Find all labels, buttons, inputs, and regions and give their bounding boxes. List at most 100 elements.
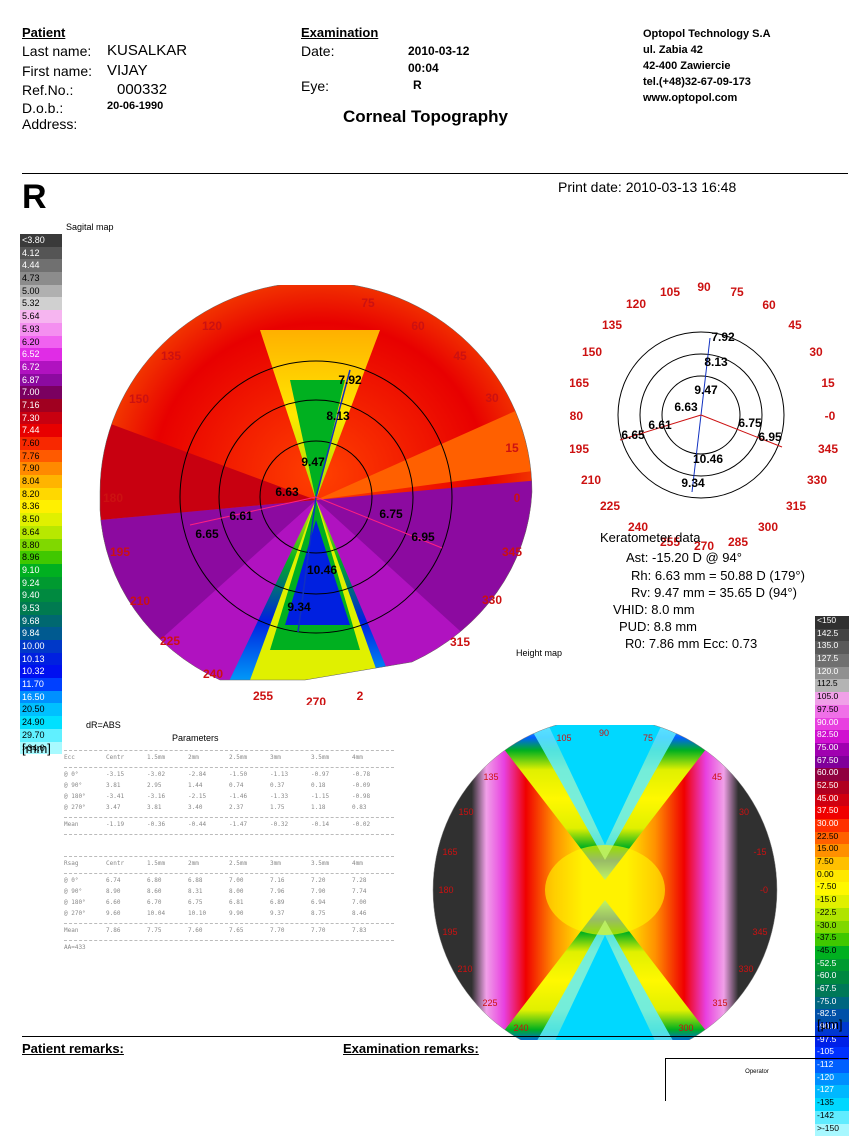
parameters-title: Parameters [172, 733, 219, 743]
height-scale-swatch: -75.0 [815, 997, 849, 1010]
rsag-row-cell: 9.90 [229, 910, 270, 921]
height-angle-label: 315 [712, 998, 727, 1008]
examination-section-title: Examination [301, 25, 378, 40]
height-scale-swatch: -67.5 [815, 984, 849, 997]
date-label: Date: [301, 43, 334, 59]
sagittal-scale-swatch: 7.00 [20, 386, 62, 399]
ecc-header-row-cell: 3.5mm [311, 754, 352, 765]
rsag-row-cell: 7.20 [311, 877, 352, 888]
sagittal-scale-swatch: 8.64 [20, 526, 62, 539]
polar-value: 6.65 [621, 428, 645, 442]
height-angle-label: 210 [457, 964, 472, 974]
height-angle-label: 30 [739, 807, 749, 817]
rsag-row-cell: 6.70 [147, 899, 188, 910]
ecc-header-row-cell: 2.5mm [229, 754, 270, 765]
rsag-mean-row-cell: 7.75 [147, 927, 188, 938]
table-spacer [64, 838, 394, 854]
sagittal-angle-label: 345 [502, 545, 522, 559]
sagittal-scale-swatch: 4.73 [20, 272, 62, 285]
height-scale-swatch: -15.0 [815, 895, 849, 908]
polar-angle-label: 210 [581, 473, 601, 487]
sagittal-angle-label: 2 [357, 689, 364, 703]
rsag-header-row-cell: 1.5mm [147, 860, 188, 871]
dob-value: 20-06-1990 [107, 100, 163, 112]
dob-label: D.o.b.: [22, 100, 63, 116]
sagittal-scale-swatch: 6.87 [20, 374, 62, 387]
keratometer-pud: PUD: 8.8 mm [619, 619, 697, 635]
sagittal-angle-label: 135 [161, 349, 181, 363]
company-city: 42-400 Zawiercie [643, 58, 771, 74]
table-rule [64, 834, 394, 835]
sagittal-scale-swatch: 16.50 [20, 691, 62, 704]
sagittal-scale-swatch: 8.20 [20, 488, 62, 501]
rsag-row-cell: @ 270° [64, 910, 106, 921]
height-angle-label: 105 [556, 733, 571, 743]
ecc-row-cell: 0.37 [270, 782, 311, 793]
height-angle-label: 150 [458, 807, 473, 817]
height-scale-swatch: 90.00 [815, 718, 849, 731]
sagittal-scale-swatch: 24.90 [20, 716, 62, 729]
examination-remarks-label: Examination remarks: [343, 1041, 479, 1056]
patient-remarks-label: Patient remarks: [22, 1041, 124, 1056]
ecc-row-cell: 2.95 [147, 782, 188, 793]
rsag-mean-row-cell: 7.65 [229, 927, 270, 938]
sagittal-value: 6.75 [379, 507, 403, 521]
company-block: Optopol Technology S.A ul. Zabia 42 42-4… [643, 26, 771, 106]
company-name: Optopol Technology S.A [643, 26, 771, 42]
height-scale-swatch: 15.00 [815, 844, 849, 857]
ecc-row-cell: -3.16 [147, 793, 188, 804]
table-rule [64, 767, 394, 768]
height-angle-label: -0 [760, 885, 768, 895]
ecc-row-cell: 0.83 [352, 804, 393, 815]
sagittal-scale-swatch: 6.52 [20, 348, 62, 361]
rsag-row-cell: 9.60 [106, 910, 147, 921]
height-scale-swatch: 22.50 [815, 832, 849, 845]
patient-section-title: Patient [22, 25, 65, 40]
height-scale-swatch: 67.50 [815, 756, 849, 769]
ecc-row: @ 0°-3.15-3.02-2.84-1.50-1.13-0.97-0.78 [64, 771, 394, 782]
rsag-mean-row-cell: 7.83 [352, 927, 393, 938]
ecc-row-cell: -0.78 [352, 771, 393, 782]
sagittal-scale-swatch: 4.12 [20, 247, 62, 260]
rsag-row-cell: 7.16 [270, 877, 311, 888]
sagittal-value: 7.92 [338, 373, 362, 387]
ref-label: Ref.No.: [22, 82, 73, 98]
height-angle-label: 135 [483, 772, 498, 782]
height-angle-label: 90 [599, 728, 609, 738]
keratometer-ast: Ast: -15.20 D @ 94° [626, 550, 742, 566]
polar-angle-label: 105 [660, 285, 680, 299]
ecc-row-cell: -0.98 [352, 793, 393, 804]
height-scale-swatch: 105.0 [815, 692, 849, 705]
rsag-row-cell: 8.75 [311, 910, 352, 921]
company-street: ul. Zabia 42 [643, 42, 771, 58]
last-name-value: KUSALKAR [107, 42, 187, 59]
rsag-row-cell: 8.60 [147, 888, 188, 899]
rsag-row-cell: 7.00 [352, 899, 393, 910]
polar-angle-label: 165 [570, 376, 589, 390]
ecc-row-cell: 1.44 [188, 782, 229, 793]
table-rule [64, 923, 394, 924]
sagittal-scale-swatch: 9.84 [20, 627, 62, 640]
rsag-mean-row-cell: 7.70 [311, 927, 352, 938]
ecc-row-cell: 3.81 [147, 804, 188, 815]
polar-angle-label: 60 [762, 298, 776, 312]
report-title: Corneal Topography [343, 107, 508, 127]
eye-value: R [413, 78, 422, 92]
height-scale-swatch: 37.50 [815, 806, 849, 819]
sagittal-map: 7.928.139.476.636.616.656.756.9510.469.3… [90, 285, 550, 705]
height-scale-swatch: 127.5 [815, 654, 849, 667]
header-divider [22, 173, 848, 174]
polar-value: 10.46 [693, 452, 723, 466]
height-map-label: Height map [516, 648, 562, 658]
sagittal-scale-swatch: 9.10 [20, 564, 62, 577]
ecc-mean-row: Mean-1.19-0.36-0.44-1.47-0.32-0.14-0.02 [64, 821, 394, 832]
sagittal-scale-swatch: 20.50 [20, 703, 62, 716]
height-scale-swatch: >-150 [815, 1124, 849, 1136]
rsag-mean-row-cell: 7.86 [106, 927, 147, 938]
sagittal-value: 6.61 [229, 509, 253, 523]
ecc-row-cell: -1.50 [229, 771, 270, 782]
address-label: Address: [22, 116, 77, 132]
